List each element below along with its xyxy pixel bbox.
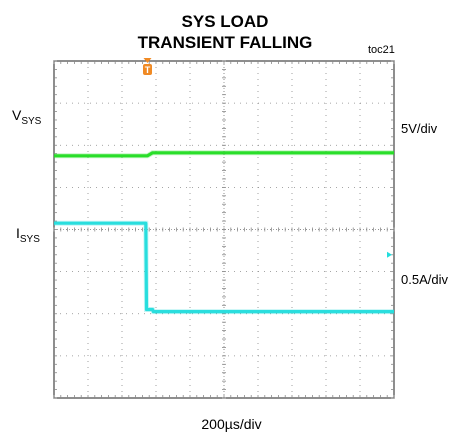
vsys-trace-noise: [54, 150, 394, 159]
vsys-label-main: V: [12, 107, 22, 123]
vsys-scale-label: 5V/div: [401, 121, 438, 136]
isys-label-main: I: [16, 225, 20, 241]
isys-trace-noise: [54, 220, 394, 315]
figure-tag: toc21: [368, 44, 395, 56]
vsys-label-sub: SYS: [21, 115, 42, 127]
chart-title-line2: TRANSIENT FALLING: [137, 33, 313, 52]
isys-label-sub: SYS: [19, 233, 40, 245]
vsys-label: VSYS: [12, 107, 41, 127]
trigger-badge-icon: [143, 64, 152, 75]
chart-title-line1: SYS LOAD: [181, 12, 269, 31]
isys-trace: [54, 221, 394, 314]
isys-scale-label: 0.5A/div: [401, 272, 448, 287]
x-scale-label: 200µs/div: [201, 416, 262, 432]
isys-label: ISYS: [16, 225, 40, 245]
trigger-arrow-icon: [143, 58, 152, 63]
channel-level-marker-icon: [387, 251, 392, 258]
trigger-label: T: [145, 65, 151, 75]
vsys-trace: [54, 151, 394, 158]
